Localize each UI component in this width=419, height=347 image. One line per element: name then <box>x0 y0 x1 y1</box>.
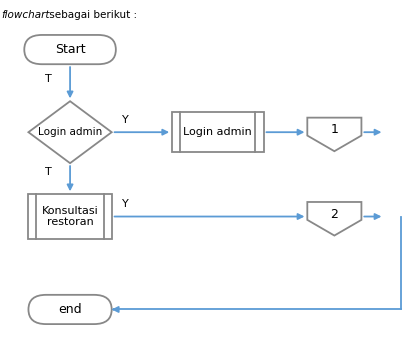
Bar <box>28 194 112 239</box>
Text: Start: Start <box>55 43 85 56</box>
Text: flowchart: flowchart <box>1 10 50 20</box>
Polygon shape <box>307 202 362 236</box>
Text: T: T <box>44 167 52 177</box>
FancyBboxPatch shape <box>24 35 116 64</box>
Text: Y: Y <box>122 115 129 125</box>
Polygon shape <box>28 101 112 163</box>
Text: Konsultasi
restoran: Konsultasi restoran <box>42 206 98 227</box>
FancyBboxPatch shape <box>28 295 112 324</box>
Text: Y: Y <box>122 199 129 209</box>
Text: end: end <box>58 303 82 316</box>
Polygon shape <box>307 118 362 151</box>
Text: sebagai berikut :: sebagai berikut : <box>46 10 137 20</box>
Text: 1: 1 <box>331 124 338 136</box>
Text: 2: 2 <box>331 208 338 221</box>
Bar <box>172 112 264 152</box>
Text: Login admin: Login admin <box>38 127 102 137</box>
Text: Login admin: Login admin <box>184 127 252 137</box>
Text: T: T <box>44 74 52 84</box>
